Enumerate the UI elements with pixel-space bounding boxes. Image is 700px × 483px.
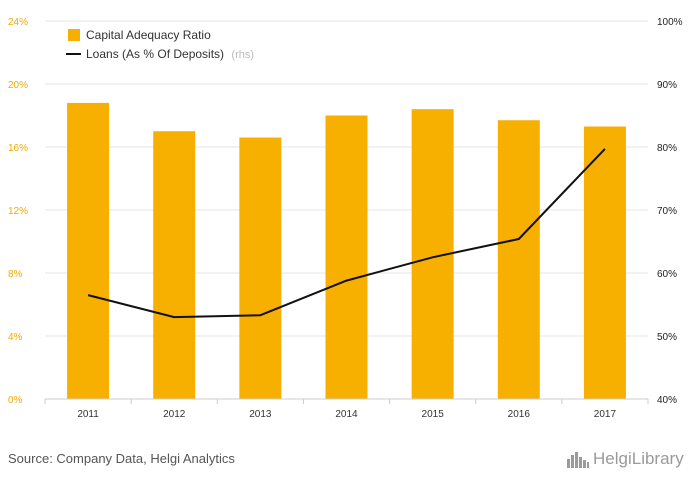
logo-text-helgi: Helgi xyxy=(593,449,632,468)
y-left-tick-label: 8% xyxy=(8,269,23,280)
y-right-tick-label: 50% xyxy=(657,332,677,343)
line-series-loans-to-deposits xyxy=(87,148,606,319)
legend-label-rhs-note: (rhs) xyxy=(231,49,254,61)
y-left-tick-label: 12% xyxy=(8,206,28,217)
legend: Capital Adequacy Ratio Loans (As % Of De… xyxy=(66,28,254,61)
y-left-tick-label: 24% xyxy=(8,17,28,28)
helgi-library-logo: HelgiLibrary xyxy=(566,449,684,469)
bar-series-capital-adequacy xyxy=(67,102,626,400)
legend-label-capital-adequacy: Capital Adequacy Ratio xyxy=(86,28,211,42)
y-right-tick-label: 40% xyxy=(657,395,677,406)
x-tick-label: 2017 xyxy=(594,409,617,420)
legend-label-loans: Loans (As % Of Deposits) xyxy=(86,47,224,61)
x-tick-label: 2013 xyxy=(249,409,272,420)
y-right-tick-label: 60% xyxy=(657,269,677,280)
y-left-tick-label: 20% xyxy=(8,80,28,91)
x-tick-label: 2012 xyxy=(163,409,186,420)
bar-2016 xyxy=(497,120,540,399)
bar-2014 xyxy=(325,115,368,399)
y-right-tick-label: 80% xyxy=(657,143,677,154)
y-right-tick-label: 100% xyxy=(657,17,683,28)
bar-2013 xyxy=(239,137,282,400)
y-axis-left: 0% 4% 8% 12% 16% 20% 24% xyxy=(8,17,28,406)
y-left-tick-label: 4% xyxy=(8,332,23,343)
x-tick-label: 2015 xyxy=(422,409,445,420)
combo-chart: 0% 4% 8% 12% 16% 20% 24% 40% 50% 60% 70% 80% 90% 100… xyxy=(8,17,683,420)
bar-2011 xyxy=(67,102,110,400)
y-right-tick-label: 70% xyxy=(657,206,677,217)
svg-text:Loans (As % Of Deposits): Loans (As % Of Deposits) (rhs) xyxy=(86,47,254,61)
y-left-tick-label: 0% xyxy=(8,395,23,406)
x-axis: 2011 2012 2013 2014 2015 2016 2017 xyxy=(44,398,649,420)
x-tick-label: 2011 xyxy=(77,409,99,420)
source-note: Source: Company Data, Helgi Analytics xyxy=(8,451,235,466)
logo-text-library: Library xyxy=(631,449,684,468)
x-tick-label: 2014 xyxy=(335,409,358,420)
y-right-tick-label: 90% xyxy=(657,80,677,91)
city-skyline-icon xyxy=(567,452,589,468)
y-axis-right: 40% 50% 60% 70% 80% 90% 100% xyxy=(657,17,683,406)
bar-2017 xyxy=(583,126,626,400)
y-left-tick-label: 16% xyxy=(8,143,28,154)
x-tick-label: 2016 xyxy=(508,409,531,420)
legend-swatch-capital-adequacy xyxy=(68,29,80,41)
bar-2012 xyxy=(153,131,196,399)
